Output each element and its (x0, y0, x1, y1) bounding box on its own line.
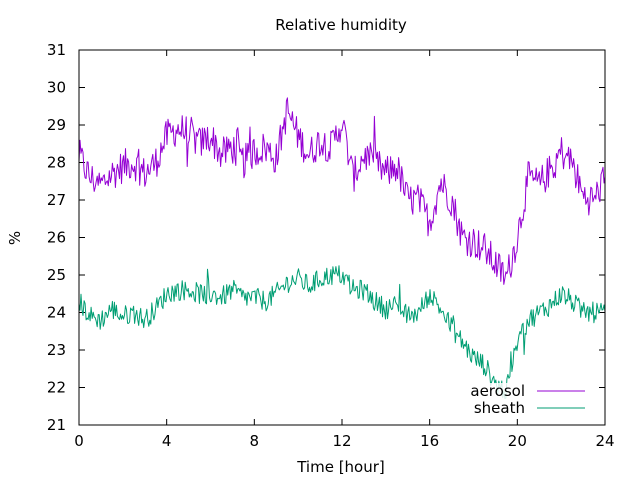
chart-title: Relative humidity (275, 16, 407, 34)
y-tick-label: 26 (47, 229, 66, 247)
y-tick-label: 31 (47, 41, 66, 59)
x-tick-label: 12 (332, 432, 351, 450)
x-tick-label: 24 (595, 432, 614, 450)
x-tick-label: 16 (420, 432, 439, 450)
legend-entry-backdrop (458, 400, 598, 416)
y-tick-label: 22 (47, 379, 66, 397)
x-tick-label: 4 (162, 432, 172, 450)
y-tick-label: 30 (47, 79, 66, 97)
y-axis-label: % (6, 231, 24, 245)
y-tick-label: 27 (47, 191, 66, 209)
legend-label-sheath: sheath (474, 399, 525, 417)
legend-label-aerosol: aerosol (470, 382, 525, 400)
x-tick-label: 8 (250, 432, 260, 450)
x-tick-label: 0 (74, 432, 84, 450)
y-tick-label: 29 (47, 116, 66, 134)
y-tick-label: 25 (47, 266, 66, 284)
y-tick-label: 21 (47, 416, 66, 434)
y-tick-label: 23 (47, 341, 66, 359)
x-axis-label: Time [hour] (296, 458, 385, 476)
plot-frame (78, 49, 606, 426)
x-tick-label: 20 (508, 432, 527, 450)
legend-entry-backdrop (458, 383, 598, 399)
series-lines (78, 97, 606, 399)
series-line-aerosol (78, 97, 606, 285)
y-tick-label: 24 (47, 304, 66, 322)
series-line-sheath (78, 265, 606, 399)
y-tick-label: 28 (47, 154, 66, 172)
